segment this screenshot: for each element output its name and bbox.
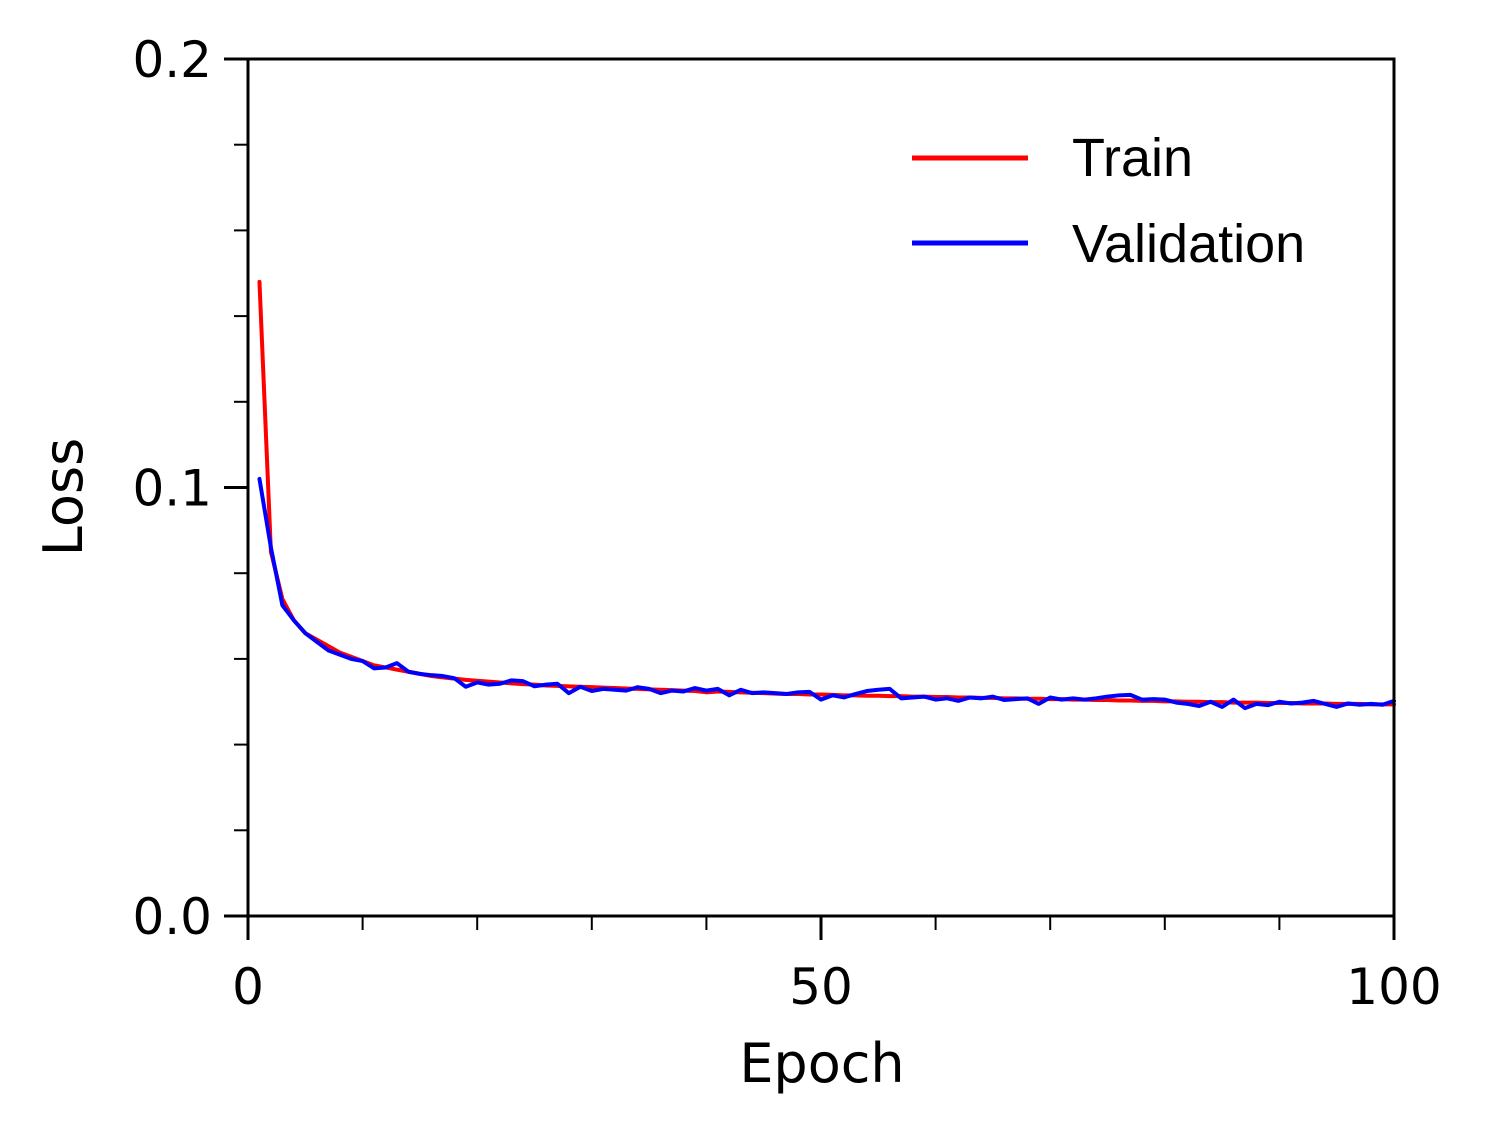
y-tick-label: 0.0 xyxy=(132,888,212,946)
y-tick-label: 0.2 xyxy=(132,31,212,89)
y-axis-label: Loss xyxy=(32,438,95,556)
legend-label-validation: Validation xyxy=(1072,214,1305,274)
x-axis-label: Epoch xyxy=(739,1032,904,1095)
x-tick-label: 0 xyxy=(232,958,264,1016)
series-line-validation xyxy=(257,476,1396,711)
series-line-train xyxy=(257,279,1396,707)
series-layer xyxy=(257,279,1396,711)
legend-label-train: Train xyxy=(1072,128,1193,188)
plot-frame xyxy=(246,57,1396,918)
x-tick-label: 100 xyxy=(1346,958,1441,1016)
x-tick-label: 50 xyxy=(789,958,853,1016)
axes-layer: 0 50 100 0.0 0.1 0.2 xyxy=(132,31,1441,1016)
legend: Train Validation xyxy=(912,128,1305,274)
y-tick-label: 0.1 xyxy=(132,460,212,518)
